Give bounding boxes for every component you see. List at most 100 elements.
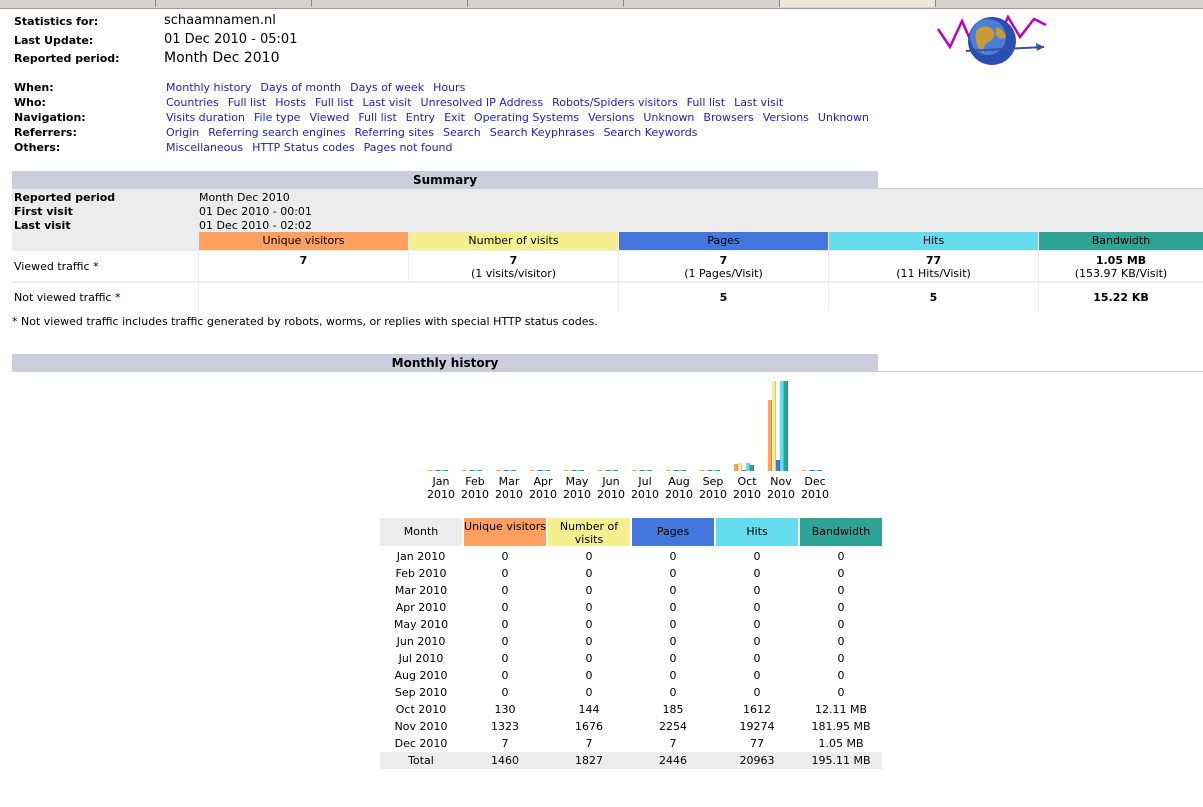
link-http-status-codes[interactable]: HTTP Status codes bbox=[252, 141, 355, 154]
awstats-logo-icon[interactable] bbox=[936, 11, 1048, 69]
monthly-history-chart: Jan 2010 Feb 2010 Mar 2010 Apr 2010 May 2010 Jun 20… bbox=[12, 372, 1203, 519]
chart-month-year: 2010 bbox=[665, 488, 693, 501]
link-countries[interactable]: Countries bbox=[166, 96, 219, 109]
browser-tab[interactable] bbox=[156, 0, 312, 7]
last-update-value: 01 Dec 2010 - 05:01 bbox=[164, 32, 298, 47]
link-viewed-full-list[interactable]: Full list bbox=[358, 111, 397, 124]
browser-tab-active[interactable] bbox=[780, 0, 936, 7]
history-cell-month: Jul 2010 bbox=[398, 652, 444, 665]
chart-bar-jan-unique-visitors bbox=[428, 470, 432, 471]
nav-row-others: Others: Miscellaneous HTTP Status codes Pa… bbox=[14, 141, 1114, 156]
link-countries-full-list[interactable]: Full list bbox=[227, 96, 267, 109]
link-browser-versions[interactable]: Versions bbox=[762, 111, 809, 124]
chart-bar-nov-pages bbox=[776, 460, 780, 471]
chart-month-label: Nov 2010 bbox=[764, 475, 798, 501]
chart-bar-feb-bandwidth bbox=[478, 470, 482, 471]
link-robots-last-visit[interactable]: Last visit bbox=[734, 96, 784, 109]
browser-tab[interactable] bbox=[0, 0, 156, 7]
link-monthly-history[interactable]: Monthly history bbox=[166, 81, 252, 94]
history-row: Jun 2010 0 0 0 0 0 bbox=[380, 633, 882, 650]
nav-label-others: Others: bbox=[14, 141, 61, 154]
link-pages-not-found[interactable]: Pages not found bbox=[363, 141, 453, 154]
viewed-unique-value: 7 bbox=[299, 254, 308, 267]
link-days-of-month[interactable]: Days of month bbox=[260, 81, 342, 94]
link-robots-full-list[interactable]: Full list bbox=[686, 96, 726, 109]
history-cell-visits: 0 bbox=[585, 635, 593, 648]
nav-row-who: Who: Countries Full list Hosts Full list Las… bbox=[14, 96, 1114, 111]
section-divider bbox=[878, 188, 1203, 189]
link-miscellaneous[interactable]: Miscellaneous bbox=[166, 141, 244, 154]
link-origin[interactable]: Origin bbox=[166, 126, 200, 139]
chart-month-label: Aug 2010 bbox=[662, 475, 696, 501]
link-hosts-full-list[interactable]: Full list bbox=[315, 96, 354, 109]
chart-month-label: Sep 2010 bbox=[696, 475, 730, 501]
history-row: May 2010 0 0 0 0 0 bbox=[380, 616, 882, 633]
history-cell-hits: 0 bbox=[753, 550, 761, 563]
chart-bar-aug-unique-visitors bbox=[666, 470, 670, 471]
stats-for-row: Statistics for: schaamnamen.nl bbox=[14, 13, 614, 31]
history-cell-month: Nov 2010 bbox=[394, 720, 448, 733]
history-total-pages: 2446 bbox=[659, 754, 687, 767]
history-cell-month: Aug 2010 bbox=[394, 669, 448, 682]
browser-tab[interactable] bbox=[936, 0, 1203, 7]
chart-bar-sep-number-of-visits bbox=[704, 470, 708, 471]
link-search[interactable]: Search bbox=[442, 126, 481, 139]
history-cell-month: Apr 2010 bbox=[395, 601, 447, 614]
link-search-keyphrases[interactable]: Search Keyphrases bbox=[489, 126, 595, 139]
history-cell-pages: 0 bbox=[669, 584, 677, 597]
link-referring-sites[interactable]: Referring sites bbox=[354, 126, 434, 139]
viewed-visits-cell: 7 (1 visits/visitor) bbox=[409, 251, 618, 281]
nav-label-navigation: Navigation: bbox=[14, 111, 86, 124]
browser-tab[interactable] bbox=[468, 0, 624, 7]
link-viewed[interactable]: Viewed bbox=[309, 111, 350, 124]
chart-bar-oct-number-of-visits bbox=[738, 463, 742, 471]
link-hosts-last-visit[interactable]: Last visit bbox=[362, 96, 412, 109]
link-browsers[interactable]: Browsers bbox=[703, 111, 754, 124]
chart-bar-feb-unique-visitors bbox=[462, 470, 466, 471]
chart-month-name: Nov bbox=[770, 475, 792, 488]
chart-month-name: Oct bbox=[737, 475, 757, 488]
history-cell-bandwidth: 0 bbox=[837, 601, 845, 614]
link-browser-unknown[interactable]: Unknown bbox=[817, 111, 869, 124]
link-hours[interactable]: Hours bbox=[433, 81, 466, 94]
link-operating-systems[interactable]: Operating Systems bbox=[473, 111, 580, 124]
link-days-of-week[interactable]: Days of week bbox=[350, 81, 425, 94]
browser-tab[interactable] bbox=[312, 0, 468, 7]
summary-col-bandwidth: Bandwidth bbox=[1039, 232, 1203, 250]
link-os-versions[interactable]: Versions bbox=[588, 111, 635, 124]
not-viewed-bandwidth-value: 15.22 KB bbox=[1093, 291, 1149, 304]
chart-month-year: 2010 bbox=[699, 488, 727, 501]
history-row: Aug 2010 0 0 0 0 0 bbox=[380, 667, 882, 684]
link-search-keywords[interactable]: Search Keywords bbox=[603, 126, 698, 139]
chart-bar-apr-number-of-visits bbox=[534, 470, 538, 471]
link-exit[interactable]: Exit bbox=[444, 111, 465, 124]
chart-bar-jan-pages bbox=[436, 470, 440, 471]
link-hosts[interactable]: Hosts bbox=[275, 96, 306, 109]
link-file-type[interactable]: File type bbox=[253, 111, 301, 124]
nav-row-referrers: Referrers: Origin Referring search engine… bbox=[14, 126, 1114, 141]
monthly-history-title: Monthly history bbox=[12, 354, 878, 372]
link-unresolved-ip[interactable]: Unresolved IP Address bbox=[420, 96, 544, 109]
history-cell-month: Jun 2010 bbox=[396, 635, 446, 648]
chart-month-name: May bbox=[565, 475, 589, 488]
link-visits-duration[interactable]: Visits duration bbox=[166, 111, 245, 124]
nav-label-when: When: bbox=[14, 81, 54, 94]
link-entry[interactable]: Entry bbox=[405, 111, 436, 124]
history-row: Jan 2010 0 0 0 0 0 bbox=[380, 548, 882, 565]
chart-bar-jun-hits bbox=[610, 470, 614, 471]
link-os-unknown[interactable]: Unknown bbox=[643, 111, 695, 124]
chart-bar-sep-bandwidth bbox=[716, 470, 720, 471]
nav-row-navigation: Navigation: Visits duration File type View… bbox=[14, 111, 1114, 126]
chart-bar-aug-bandwidth bbox=[682, 470, 686, 471]
chart-month-name: Apr bbox=[533, 475, 553, 488]
chart-bar-sep-hits bbox=[712, 470, 716, 471]
chart-bar-may-pages bbox=[572, 470, 576, 471]
summary-first-visit-label: First visit bbox=[14, 205, 73, 218]
chart-bar-feb-hits bbox=[474, 470, 478, 471]
history-col-hits: Hits bbox=[716, 518, 798, 546]
link-robots[interactable]: Robots/Spiders visitors bbox=[552, 96, 678, 109]
link-referring-search-engines[interactable]: Referring search engines bbox=[208, 126, 346, 139]
history-cell-unique: 0 bbox=[501, 686, 509, 699]
history-cell-bandwidth: 0 bbox=[837, 567, 845, 580]
browser-tab[interactable] bbox=[624, 0, 780, 7]
